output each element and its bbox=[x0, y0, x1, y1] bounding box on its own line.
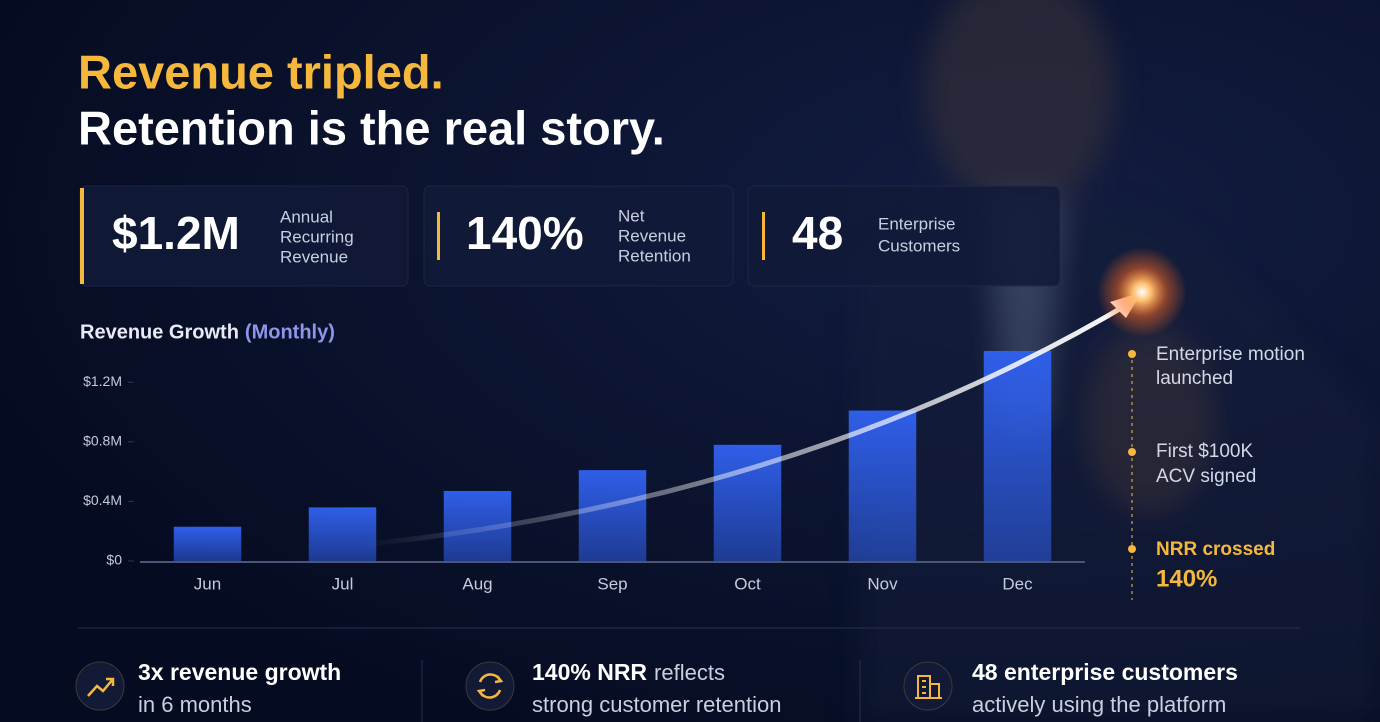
kpi-label: Retention bbox=[618, 246, 691, 265]
kpi-label: Revenue bbox=[618, 226, 686, 245]
kpi-label: Net bbox=[618, 206, 645, 225]
headline: Revenue tripled. bbox=[78, 45, 444, 98]
milestone-text: NRR crossed bbox=[1156, 539, 1275, 560]
milestone-text: First $100K bbox=[1156, 441, 1253, 462]
y-tick-label: $0 bbox=[106, 552, 122, 568]
kpi-value: 48 bbox=[792, 207, 843, 259]
highlight-bold: 3x revenue growth bbox=[138, 659, 341, 685]
y-tick-label: $0.8M bbox=[83, 433, 122, 449]
y-tick-label: $1.2M bbox=[83, 373, 122, 389]
highlight: 48 enterprise customers actively using t… bbox=[903, 659, 1238, 717]
milestone-text: 140% bbox=[1156, 565, 1217, 592]
highlight-bold: 140% NRR bbox=[532, 659, 647, 685]
trend-arrow bbox=[357, 297, 1138, 548]
highlight: 140% NRR reflects strong customer retent… bbox=[465, 659, 781, 717]
x-tick-label: Dec bbox=[1002, 574, 1033, 593]
x-tick-label: Aug bbox=[462, 574, 492, 593]
x-tick-label: Jul bbox=[332, 574, 354, 593]
bar-chart: $0 $0.4M $0.8M $1.2M Jun Jul Aug Sep Oct Nov Dec bbox=[83, 350, 1085, 593]
milestone-text: launched bbox=[1156, 368, 1233, 389]
kpi-card: $1.2M Annual Recurring Revenue bbox=[79, 185, 409, 287]
bar bbox=[983, 350, 1052, 561]
bar bbox=[578, 470, 647, 561]
milestone-text: ACV signed bbox=[1156, 466, 1256, 487]
milestone-text: Enterprise motion bbox=[1156, 344, 1305, 365]
kpi-label: Recurring bbox=[280, 227, 354, 246]
kpi-label: Enterprise bbox=[878, 214, 955, 233]
highlight-text: reflects bbox=[654, 660, 725, 685]
highlight-text: strong customer retention bbox=[532, 692, 781, 717]
highlight-bold: 48 enterprise customers bbox=[972, 659, 1238, 685]
bar bbox=[848, 410, 917, 561]
highlight-text: actively using the platform bbox=[972, 692, 1226, 717]
bar bbox=[308, 507, 377, 561]
x-tick-label: Jun bbox=[194, 574, 221, 593]
background-person bbox=[860, 0, 1380, 722]
kpi-label: Customers bbox=[878, 236, 960, 255]
chart-subtitle: (Monthly) bbox=[245, 321, 335, 343]
x-tick-label: Sep bbox=[597, 574, 627, 593]
kpi-card: 48 Enterprise Customers bbox=[747, 185, 1061, 287]
milestones: Enterprise motion launched First $100K A… bbox=[1128, 344, 1305, 600]
kpi-value: 140% bbox=[466, 207, 584, 259]
kpi-card: 140% Net Revenue Retention bbox=[423, 185, 734, 287]
glow bbox=[1097, 247, 1187, 337]
kpi-label: Revenue bbox=[280, 247, 348, 266]
kpi-label: Annual bbox=[280, 207, 333, 226]
y-tick-label: $0.4M bbox=[83, 492, 122, 508]
highlight-text: in 6 months bbox=[138, 692, 252, 717]
x-tick-label: Oct bbox=[734, 574, 761, 593]
highlight: 3x revenue growth in 6 months bbox=[75, 659, 341, 717]
bar bbox=[173, 526, 242, 561]
x-tick-label: Nov bbox=[867, 574, 898, 593]
kpi-value: $1.2M bbox=[112, 207, 240, 259]
headline: Retention is the real story. bbox=[78, 101, 665, 154]
chart-title: Revenue Growth bbox=[80, 321, 239, 343]
